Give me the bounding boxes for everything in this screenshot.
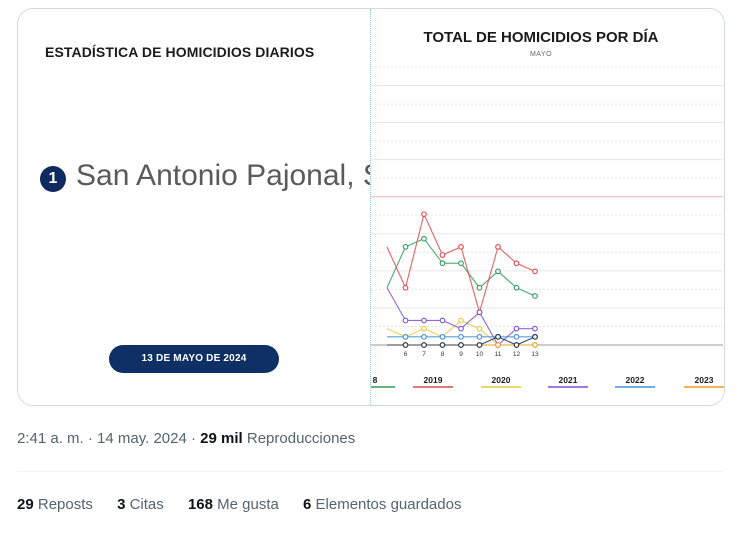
data-point xyxy=(458,333,464,340)
divider xyxy=(17,471,723,472)
rank-badge: 1 xyxy=(40,166,66,192)
stat-label: Citas xyxy=(129,496,164,513)
views-label: Reproducciones xyxy=(246,430,356,447)
tweet-time[interactable]: 2:41 a. m. xyxy=(17,430,84,447)
x-tick-label: 9 xyxy=(459,351,463,358)
stat-count: 168 xyxy=(187,496,213,513)
data-point xyxy=(421,211,427,218)
data-point xyxy=(458,244,464,250)
chart-slide-right: TOTAL DE HOMICIDIOS POR DÍA MAYO 6 7 8 9 10 1… xyxy=(370,9,724,405)
data-point xyxy=(495,244,501,250)
stat-label: Me gusta xyxy=(217,496,279,513)
stat-bookmarks[interactable]: 6 Elementos guardados xyxy=(303,496,461,513)
data-point xyxy=(476,309,483,316)
stat-reposts[interactable]: 29 Reposts xyxy=(17,496,93,513)
stat-label: Elementos guardados xyxy=(315,496,462,513)
data-point xyxy=(439,260,446,267)
x-tick-label: 8 xyxy=(441,351,445,358)
engagement-stats: 29 Reposts 3 Citas 168 Me gusta 6 Elemen… xyxy=(17,496,481,513)
data-point xyxy=(421,325,427,332)
series-line xyxy=(386,319,535,346)
data-point xyxy=(532,293,538,299)
data-point xyxy=(513,333,520,340)
data-point xyxy=(513,342,520,348)
data-point xyxy=(402,317,409,324)
data-point xyxy=(476,342,483,348)
data-point xyxy=(402,333,409,340)
data-point xyxy=(421,317,427,324)
slide-title: ESTADÍSTICA DE HOMICIDIOS DIARIOS xyxy=(45,44,315,60)
stat-count: 3 xyxy=(117,496,126,513)
data-point xyxy=(421,333,427,340)
rank-place-name: San Antonio Pajonal, S xyxy=(76,159,370,192)
x-tick-label: 6 xyxy=(404,351,408,358)
data-point xyxy=(476,325,483,332)
data-point xyxy=(402,244,409,250)
stat-count: 29 xyxy=(17,496,34,513)
data-point xyxy=(458,342,464,348)
data-point xyxy=(458,325,464,332)
data-point xyxy=(495,268,501,275)
legend-label: 8 xyxy=(373,375,378,385)
chart-title: TOTAL DE HOMICIDIOS POR DÍA xyxy=(423,29,659,46)
legend-label: 2021 xyxy=(559,375,578,385)
meta-separator: · xyxy=(87,430,93,447)
data-point xyxy=(439,342,446,348)
x-tick-label: 13 xyxy=(531,351,539,358)
tweet-date[interactable]: 14 may. 2024 xyxy=(97,430,187,447)
stat-likes[interactable]: 168 Me gusta xyxy=(188,496,279,513)
data-point xyxy=(513,284,520,291)
data-point xyxy=(458,317,464,324)
legend-label: 2020 xyxy=(492,375,511,385)
data-point xyxy=(495,342,501,348)
tweet-media-card[interactable]: ESTADÍSTICA DE HOMICIDIOS DIARIOS 1 San … xyxy=(17,8,725,406)
data-point xyxy=(513,325,520,332)
data-point xyxy=(476,284,483,291)
data-point xyxy=(532,342,538,348)
data-point xyxy=(532,333,538,340)
stat-label: Reposts xyxy=(37,496,93,513)
legend-label: 2023 xyxy=(695,375,714,385)
data-point xyxy=(532,325,538,332)
homicides-line-chart: 6 7 8 9 10 11 12 13 8 2019 2020 2021 2022 2023 xyxy=(371,66,724,388)
data-point xyxy=(421,235,427,242)
meta-separator: · xyxy=(191,430,196,447)
data-point xyxy=(402,342,409,348)
legend-label: 2022 xyxy=(626,375,645,385)
x-tick-label: 7 xyxy=(422,351,426,358)
chart-subtitle: MAYO xyxy=(529,51,553,58)
x-tick-label: 11 xyxy=(495,351,502,358)
data-point xyxy=(439,252,446,258)
data-point xyxy=(421,342,427,348)
legend-label: 2019 xyxy=(424,375,443,385)
stat-count: 6 xyxy=(303,496,312,513)
data-point xyxy=(458,260,464,267)
data-point xyxy=(513,260,520,267)
stats-slide-left: ESTADÍSTICA DE HOMICIDIOS DIARIOS 1 San … xyxy=(18,9,370,405)
x-tick-label: 12 xyxy=(513,351,521,358)
data-point xyxy=(402,284,409,291)
data-point xyxy=(439,333,446,340)
data-point xyxy=(532,268,538,275)
data-point xyxy=(439,317,446,324)
data-point xyxy=(476,333,483,340)
tweet-meta: 2:41 a. m. · 14 may. 2024 · 29 mil Repro… xyxy=(17,430,355,447)
date-pill: 13 DE MAYO DE 2024 xyxy=(109,345,279,373)
x-tick-label: 10 xyxy=(476,351,484,358)
stat-quotes[interactable]: 3 Citas xyxy=(117,496,164,513)
data-point xyxy=(495,333,501,340)
views-count: 29 mil xyxy=(200,430,243,447)
